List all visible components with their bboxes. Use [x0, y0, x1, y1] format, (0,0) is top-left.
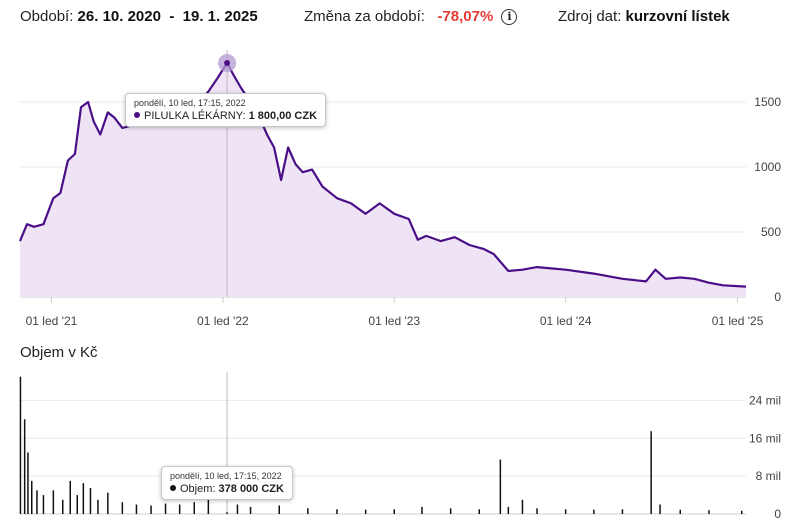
- volume-bar: [650, 431, 652, 514]
- change-label: Změna za období:: [304, 8, 425, 25]
- volume-bar: [593, 509, 595, 514]
- volume-bar: [499, 459, 502, 514]
- volume-bar: [52, 490, 55, 514]
- volume-y-tick: 16 mil: [749, 431, 781, 445]
- price-tooltip-label: PILULKA LÉKÁRNY:: [144, 110, 246, 122]
- volume-bar: [521, 499, 524, 514]
- volume-bar: [82, 483, 85, 514]
- volume-bar: [193, 502, 195, 514]
- volume-bar: [135, 504, 138, 514]
- price-x-tick: 01 led '24: [540, 314, 592, 328]
- volume-bar: [708, 510, 710, 514]
- volume-bar: [249, 506, 252, 514]
- volume-y-tick: 24 mil: [749, 393, 781, 407]
- volume-grid: [20, 399, 746, 515]
- period-separator: -: [169, 8, 175, 25]
- source-value: kurzovní lístek: [625, 8, 730, 25]
- price-y-tick: 500: [761, 225, 781, 239]
- volume-tooltip-dot: [170, 485, 176, 491]
- price-tooltip: pondělí, 10 led, 17:15, 2022 PILULKA LÉK…: [125, 93, 327, 127]
- volume-bar: [31, 480, 33, 514]
- volume-bar: [164, 503, 167, 514]
- volume-bar: [178, 504, 181, 514]
- period-to: 19. 1. 2025: [182, 8, 258, 25]
- volume-bar: [621, 509, 624, 514]
- volume-y-tick: 0: [774, 507, 781, 521]
- volume-bar: [449, 508, 452, 514]
- volume-bar: [76, 495, 78, 514]
- chart-header: Období: 26. 10. 2020 - 19. 1. 2025 Změna…: [20, 8, 790, 30]
- price-x-tick: 01 led '22: [197, 314, 249, 328]
- volume-bar: [36, 490, 38, 514]
- volume-bar: [536, 508, 538, 514]
- volume-bar: [42, 495, 45, 514]
- volume-bar: [393, 509, 395, 514]
- volume-bar: [364, 509, 367, 514]
- price-y-tick: 0: [774, 290, 781, 304]
- volume-bar: [207, 499, 210, 514]
- volume-tooltip-date: pondělí, 10 led, 17:15, 2022: [170, 471, 282, 481]
- volume-bar: [19, 376, 22, 514]
- source-label: Zdroj dat:: [558, 8, 622, 25]
- volume-bars: [19, 376, 743, 514]
- price-x-tick: 01 led '21: [26, 314, 78, 328]
- volume-tooltip-label: Objem:: [180, 483, 216, 495]
- volume-bar: [150, 505, 152, 514]
- info-icon[interactable]: i: [501, 9, 518, 25]
- volume-bar: [659, 504, 661, 514]
- volume-bar: [69, 480, 71, 514]
- change-info: Změna za období: -78,07% i: [304, 8, 518, 25]
- volume-y-tick: 8 mil: [756, 469, 781, 483]
- volume-bar: [307, 508, 309, 514]
- volume-bar: [564, 509, 567, 514]
- period-info: Období: 26. 10. 2020 - 19. 1. 2025: [20, 8, 258, 25]
- price-hover-dot: [224, 60, 231, 66]
- period-label: Období:: [20, 8, 74, 25]
- price-tooltip-dot: [134, 112, 140, 118]
- source-info: Zdroj dat: kurzovní lístek: [558, 8, 730, 25]
- volume-bar: [107, 492, 109, 514]
- volume-bar: [62, 499, 64, 514]
- price-y-tick: 1000: [754, 160, 781, 174]
- volume-bar: [121, 502, 124, 514]
- volume-bar: [478, 509, 480, 514]
- volume-y-axis: 0 8 mil 16 mil 24 mil: [749, 393, 781, 521]
- change-value: -78,07%: [437, 8, 494, 25]
- price-x-tick: 01 led '25: [712, 314, 764, 328]
- volume-bar: [679, 509, 681, 514]
- volume-bar: [278, 505, 280, 514]
- price-y-axis: 0 500 1000 1500: [754, 95, 781, 304]
- price-tooltip-date: pondělí, 10 led, 17:15, 2022: [134, 98, 246, 108]
- price-tooltip-value: 1 800,00 CZK: [248, 110, 318, 122]
- volume-bar: [336, 509, 338, 514]
- volume-bar: [507, 506, 510, 514]
- volume-bar: [421, 506, 423, 514]
- volume-bar: [236, 504, 239, 514]
- price-x-tick: 01 led '23: [368, 314, 420, 328]
- volume-bar: [89, 488, 92, 514]
- price-line: [18, 61, 747, 288]
- price-y-tick: 1500: [754, 95, 781, 109]
- volume-bar: [23, 419, 26, 514]
- price-x-axis: 01 led '21 01 led '22 01 led '23 01 led '24…: [26, 297, 764, 328]
- period-from: 26. 10. 2020: [77, 8, 161, 25]
- volume-title: Objem v Kč: [20, 344, 98, 361]
- volume-bar: [97, 499, 99, 514]
- volume-tooltip: pondělí, 10 led, 17:15, 2022 Objem: 378 …: [161, 466, 293, 500]
- volume-bar: [226, 512, 228, 514]
- volume-bar: [741, 510, 743, 514]
- volume-bar: [27, 452, 29, 514]
- volume-tooltip-value: 378 000 CZK: [218, 483, 284, 495]
